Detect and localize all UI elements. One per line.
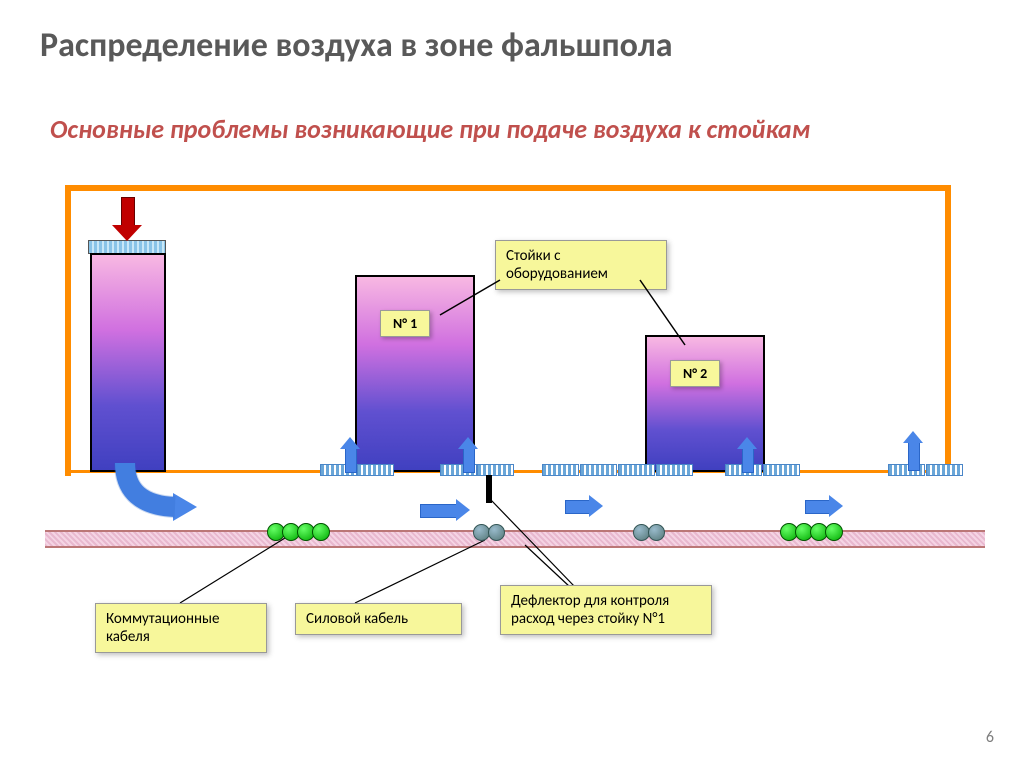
room-top-border [65, 185, 951, 191]
airflow-diagram: N° 1 N° 2 Стойки с оборудованием [45, 185, 985, 665]
power-cables [633, 524, 663, 539]
airflow-arrow-right [420, 499, 470, 521]
page-number: 6 [986, 728, 994, 747]
racks-callout: Стойки с оборудованием [495, 240, 667, 290]
hot-air-arrow [115, 197, 139, 239]
floor-grille [618, 464, 655, 476]
airflow-arrow-up [737, 437, 757, 473]
floor-grille [926, 464, 963, 476]
rack-2-label: N° 2 [670, 360, 720, 387]
subfloor-slab [45, 530, 985, 548]
power-cable-callout: Силовой кабель [295, 603, 462, 635]
comm-cables-callout: Коммутационные кабеля [95, 603, 267, 653]
floor-grille [763, 464, 800, 476]
comm-cables [267, 523, 327, 539]
floor-grille [542, 464, 579, 476]
floor-grille [357, 464, 394, 476]
deflector-callout: Дефлектор для контроля расход через стой… [500, 585, 712, 635]
page-subtitle: Основные проблемы возникающие при подаче… [50, 115, 810, 144]
room-left-border [65, 185, 71, 476]
page-title: Распределение воздуха в зоне фальшпола [40, 25, 673, 66]
power-cables [473, 524, 503, 539]
airflow-arrow-up [458, 437, 478, 473]
room-right-border [945, 185, 951, 476]
slide: Распределение воздуха в зоне фальшпола О… [0, 0, 1024, 767]
crac-unit [90, 253, 166, 472]
floor-grille [580, 464, 617, 476]
comm-cables [780, 523, 840, 539]
airflow-arrow-up [903, 431, 923, 471]
floor-grille [656, 464, 693, 476]
rack-1-label: N° 1 [380, 310, 430, 337]
airflow-arrow-right [565, 495, 603, 517]
deflector-plate [486, 475, 492, 503]
floor-grille [477, 464, 514, 476]
crac-filter-top [88, 240, 166, 254]
airflow-arrow-right [805, 495, 843, 517]
airflow-arrow-up [340, 437, 360, 473]
rack-1 [355, 275, 475, 472]
